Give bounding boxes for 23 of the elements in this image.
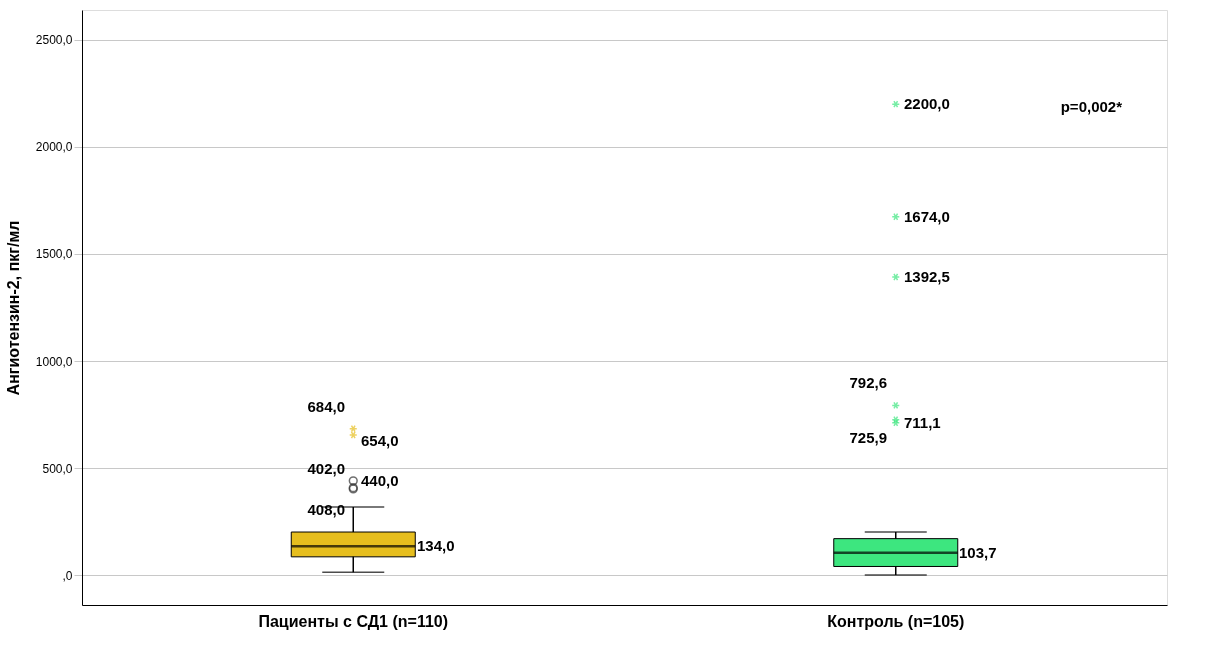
annotation: 2200,0	[904, 95, 950, 112]
annotation: 103,7	[959, 544, 997, 561]
y-tick-label: 2000,0	[35, 140, 73, 155]
annotation: 1674,0	[904, 208, 950, 225]
annotation: 684,0	[307, 398, 345, 415]
y-axis-title: Ангиотензин-2, пкг/мл	[4, 220, 22, 396]
annotation: 402,0	[307, 460, 345, 477]
annotation: 134,0	[417, 537, 455, 554]
annotation: 725,9	[849, 429, 887, 446]
annotation: p=0,002*	[1060, 98, 1123, 115]
annotation: 711,1	[904, 414, 941, 431]
x-tick-label: Контроль (n=105)	[827, 612, 965, 630]
annotation: 440,0	[361, 472, 399, 489]
annotation: 1392,5	[904, 268, 950, 285]
x-tick-label: Пациенты с СД1 (n=110)	[258, 612, 449, 630]
y-tick-label: 2500,0	[35, 33, 73, 48]
y-tick-label: 1000,0	[35, 354, 73, 369]
y-tick-label: ,0	[62, 568, 73, 583]
y-tick-label: 500,0	[42, 461, 73, 476]
y-tick-label: 1500,0	[35, 247, 73, 262]
annotation: 792,6	[849, 374, 887, 391]
annotation: 408,0	[307, 501, 345, 518]
annotation: 654,0	[361, 432, 399, 449]
